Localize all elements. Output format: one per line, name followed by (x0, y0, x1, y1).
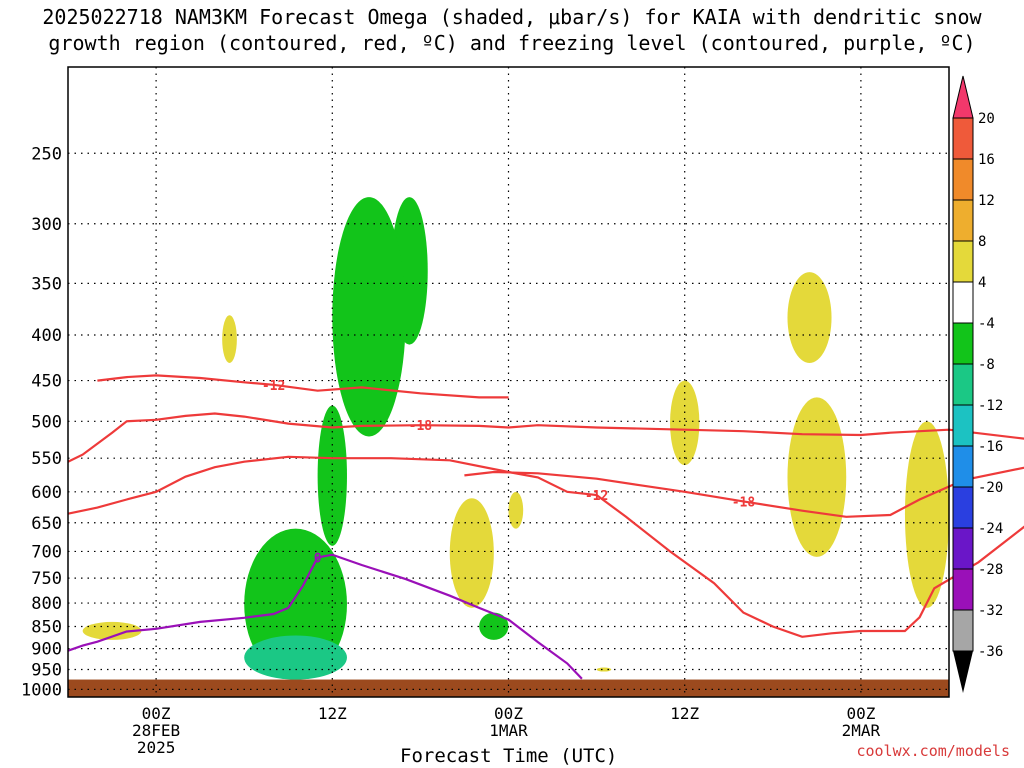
colorbar-swatch-3 (952, 240, 974, 283)
colorbar-label-0: 20 (978, 111, 995, 127)
omega-region-10 (332, 197, 406, 437)
dgz-contour-3 (464, 466, 1024, 518)
grid-layer (68, 67, 949, 697)
colorbar-top-arrow (952, 75, 974, 119)
freezing-contour-0 (67, 553, 583, 680)
dgz-contour-label-3: -18 (732, 495, 756, 510)
colorbar-label-12: -32 (978, 603, 1003, 619)
colorbar-swatch-5 (952, 322, 974, 365)
freezing-contour-label-0: 0 (314, 551, 322, 566)
colorbar-swatch-2 (952, 199, 974, 242)
omega-region-13 (479, 612, 509, 640)
x-tick-label: 00Z (142, 704, 171, 723)
y-tick-250: 250 (31, 144, 62, 164)
ground-layer (68, 679, 949, 697)
colorbar-label-13: -36 (978, 644, 1003, 660)
colorbar-swatch-10 (952, 527, 974, 570)
y-tick-950: 950 (31, 661, 62, 681)
dgz-contour-0 (67, 412, 1024, 463)
omega-region-14 (244, 635, 347, 680)
colorbar: 20 16 12 8 4 -4 -8 -12 -16 -20 -24 -28 -32 -36 (952, 75, 1003, 693)
y-tick-750: 750 (31, 569, 62, 589)
x-tick-label: 2MAR (842, 721, 881, 740)
colorbar-label-8: -16 (978, 439, 1003, 455)
colorbar-swatch-12 (952, 609, 974, 652)
plot-frame (67, 66, 950, 698)
x-tick-label: 00Z (494, 704, 523, 723)
y-axis-labels: 250 300 350 400 450 500 550 600 650 700 750 800 850 9… (21, 144, 62, 700)
colorbar-swatch-11 (952, 568, 974, 611)
dgz-contour-2 (97, 374, 509, 399)
omega-shading-layer (82, 197, 949, 680)
colorbar-label-4: 4 (978, 275, 986, 291)
y-tick-850: 850 (31, 617, 62, 637)
x-tick-label: 00Z (846, 704, 875, 723)
x-tick-label: 2025 (137, 738, 176, 757)
omega-region-7 (787, 397, 847, 557)
omega-region-2 (449, 498, 494, 608)
omega-region-5 (670, 380, 700, 466)
y-tick-800: 800 (31, 594, 62, 614)
y-tick-500: 500 (31, 412, 62, 432)
y-tick-1000: 1000 (21, 680, 62, 700)
colorbar-swatch-0 (952, 117, 974, 160)
omega-region-4 (596, 667, 612, 672)
y-tick-400: 400 (31, 326, 62, 346)
y-tick-300: 300 (31, 215, 62, 235)
colorbar-label-2: 12 (978, 193, 995, 209)
y-tick-650: 650 (31, 514, 62, 534)
dgz-contour-label-2: -12 (262, 379, 285, 394)
omega-region-1 (222, 315, 237, 363)
omega-region-6 (787, 272, 832, 363)
omega-region-3 (508, 491, 524, 529)
y-tick-900: 900 (31, 640, 62, 660)
colorbar-label-10: -24 (978, 521, 1003, 537)
dgz-contour-1 (67, 455, 1024, 638)
colorbar-label-9: -20 (978, 480, 1003, 496)
colorbar-label-5: -4 (978, 316, 995, 332)
y-tick-600: 600 (31, 483, 62, 503)
dgz-contour-label-1: -12 (585, 489, 608, 504)
title-line-1: 2025022718 NAM3KM Forecast Omega (shaded… (42, 5, 982, 29)
x-axis-title: Forecast Time (UTC) (400, 745, 618, 767)
y-tick-450: 450 (31, 372, 62, 392)
site-credit[interactable]: coolwx.com/models (856, 742, 1010, 760)
colorbar-label-7: -12 (978, 398, 1003, 414)
y-tick-550: 550 (31, 449, 62, 469)
x-tick-label: 12Z (318, 704, 347, 723)
y-tick-350: 350 (31, 274, 62, 294)
colorbar-label-3: 8 (978, 234, 986, 250)
y-tick-700: 700 (31, 542, 62, 562)
colorbar-label-1: 16 (978, 152, 995, 168)
x-tick-label: 1MAR (489, 721, 528, 740)
chart-title: 2025022718 NAM3KM Forecast Omega (shaded… (0, 4, 1024, 56)
colorbar-swatch-7 (952, 404, 974, 447)
colorbar-label-11: -28 (978, 562, 1003, 578)
omega-region-8 (904, 421, 949, 608)
colorbar-swatch-6 (952, 363, 974, 406)
colorbar-label-6: -8 (978, 357, 995, 373)
x-tick-label: 12Z (670, 704, 699, 723)
colorbar-bottom-arrow (953, 651, 973, 693)
colorbar-swatch-1 (952, 158, 974, 201)
terrain-fill (68, 679, 949, 697)
omega-region-11 (317, 405, 347, 546)
colorbar-swatch-8 (952, 445, 974, 488)
x-tick-label: 28FEB (132, 721, 180, 740)
colorbar-swatch-9 (952, 486, 974, 529)
title-line-2: growth region (contoured, red, ºC) and f… (48, 31, 976, 55)
colorbar-swatch-4 (952, 281, 974, 324)
contour-layer: -18 -12 -12 -18 0 (67, 374, 1024, 680)
dgz-contour-label-0: -18 (409, 419, 433, 434)
